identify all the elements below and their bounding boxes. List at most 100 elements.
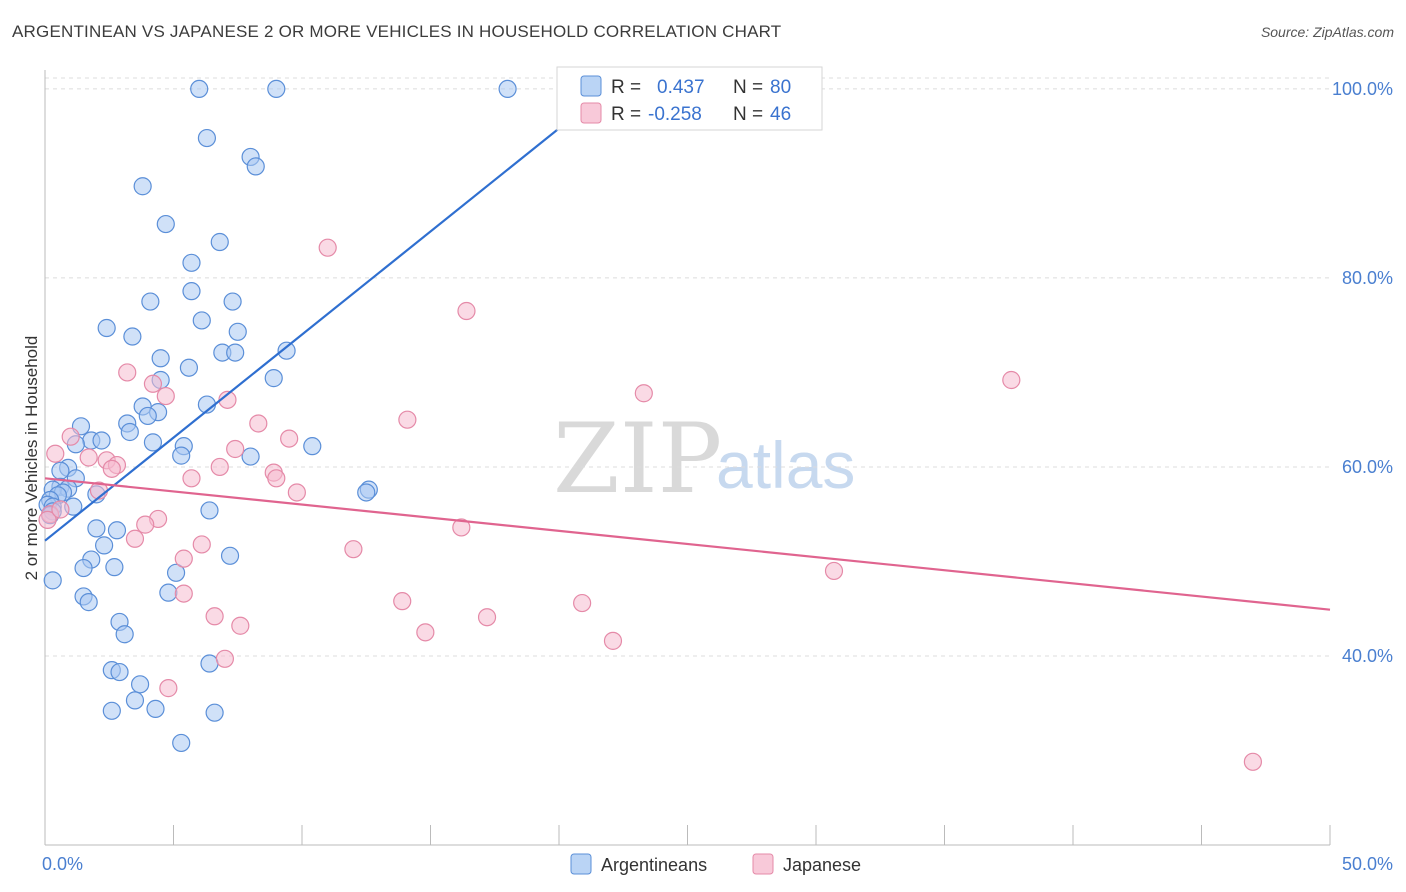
point-argentineans (159, 583, 178, 602)
point-argentineans (264, 369, 283, 388)
point-argentineans (105, 558, 124, 577)
point-japanese (205, 607, 224, 626)
legend-r-value-argentineans: 0.437 (657, 77, 705, 98)
point-japanese (318, 238, 337, 257)
legend-r-value-japanese: -0.258 (648, 104, 702, 125)
point-argentineans (115, 625, 134, 644)
point-argentineans (200, 501, 219, 520)
point-argentineans (146, 699, 165, 719)
point-argentineans (498, 79, 517, 99)
point-japanese (38, 510, 57, 529)
point-argentineans (205, 703, 224, 722)
point-argentineans (190, 79, 209, 99)
series-legend: Argentineans Japanese (570, 853, 861, 875)
point-japanese (102, 459, 121, 478)
point-japanese (192, 535, 211, 554)
point-japanese (79, 448, 98, 467)
point-argentineans (138, 406, 157, 426)
point-argentineans (223, 292, 242, 311)
point-japanese (1002, 370, 1021, 390)
legend-n-value-argentineans: 80 (770, 77, 791, 98)
point-japanese (156, 386, 175, 406)
point-argentineans (210, 232, 229, 252)
point-argentineans (303, 437, 322, 456)
point-japanese (182, 469, 201, 488)
point-japanese (226, 439, 245, 459)
point-japanese (603, 631, 623, 650)
stats-legend: R = 0.437 N = 80 R = -0.258 N = 46 (556, 66, 823, 131)
point-argentineans (246, 157, 265, 176)
trendline-japanese (44, 477, 1331, 611)
bottom-legend-label-argentineans: Argentineans (601, 855, 707, 875)
point-japanese (231, 616, 250, 635)
point-japanese (267, 469, 286, 488)
watermark-zip: ZIP (553, 403, 722, 515)
point-argentineans (182, 253, 201, 272)
gridlines (45, 77, 1330, 657)
trendline-argentineans (44, 106, 586, 542)
y-tick-label: 60.0% (1342, 457, 1393, 477)
legend-n-label-argentineans: N = (733, 77, 763, 98)
point-japanese (118, 363, 137, 382)
y-tick-label: 40.0% (1342, 646, 1393, 666)
point-argentineans (133, 177, 152, 196)
point-argentineans (102, 701, 121, 720)
scatter-points (38, 79, 1263, 771)
point-argentineans (141, 292, 160, 311)
point-argentineans (220, 546, 240, 565)
point-argentineans (197, 128, 217, 148)
point-japanese (398, 410, 417, 429)
point-japanese (1243, 752, 1263, 771)
watermark: ZIP atlas (553, 403, 855, 515)
bottom-legend-swatch-japanese (752, 853, 774, 875)
point-japanese (136, 515, 155, 534)
point-japanese (51, 500, 70, 519)
point-japanese (280, 429, 299, 448)
axes (44, 70, 1331, 846)
point-japanese (125, 529, 145, 548)
point-argentineans (156, 214, 175, 234)
point-argentineans (110, 662, 129, 682)
point-japanese (61, 427, 80, 446)
point-argentineans (87, 519, 106, 538)
point-japanese (452, 518, 471, 537)
point-argentineans (228, 322, 247, 341)
point-argentineans (241, 447, 260, 466)
source-label: Source: ZipAtlas.com (1260, 24, 1394, 40)
point-argentineans (92, 431, 111, 450)
legend-swatch-argentineans (580, 75, 602, 97)
bottom-legend-swatch-argentineans (570, 853, 592, 875)
legend-r-label-japanese: R = (611, 104, 641, 125)
point-argentineans (125, 691, 145, 710)
point-japanese (344, 540, 363, 559)
legend-swatch-japanese (580, 102, 602, 124)
x-tick-label: 0.0% (42, 854, 83, 874)
point-japanese (159, 679, 178, 698)
point-argentineans (51, 461, 70, 480)
watermark-atlas: atlas (716, 428, 855, 502)
y-axis-label: 2 or more Vehicles in Household (22, 336, 41, 581)
bottom-legend-label-japanese: Japanese (783, 855, 861, 875)
point-argentineans (143, 433, 163, 452)
point-argentineans (267, 79, 286, 99)
legend-r-label-argentineans: R = (611, 77, 641, 98)
x-tick-label: 50.0% (1342, 854, 1393, 874)
point-japanese (457, 301, 476, 321)
point-argentineans (226, 343, 245, 362)
point-argentineans (182, 282, 201, 301)
point-argentineans (130, 675, 150, 694)
point-argentineans (166, 563, 186, 582)
point-japanese (249, 414, 268, 433)
point-japanese (416, 623, 435, 642)
point-japanese (634, 384, 653, 403)
point-japanese (174, 584, 193, 603)
point-japanese (46, 444, 65, 463)
point-argentineans (74, 558, 93, 578)
point-japanese (215, 649, 234, 668)
point-japanese (824, 561, 844, 581)
point-argentineans (200, 654, 219, 673)
tick-labels: 40.0% 60.0% 80.0% 100.0% 0.0% 50.0% (42, 79, 1393, 874)
point-japanese (477, 608, 497, 627)
y-tick-label: 100.0% (1332, 79, 1393, 99)
